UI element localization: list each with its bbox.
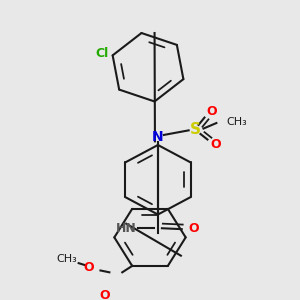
Text: Cl: Cl xyxy=(95,47,109,60)
Text: O: O xyxy=(188,222,199,235)
Text: S: S xyxy=(190,122,201,137)
Text: N: N xyxy=(152,130,164,144)
Text: O: O xyxy=(206,105,217,118)
Text: CH₃: CH₃ xyxy=(226,117,247,127)
Text: O: O xyxy=(99,289,110,300)
Text: O: O xyxy=(210,139,221,152)
Text: O: O xyxy=(83,261,94,274)
Text: CH₃: CH₃ xyxy=(56,254,77,264)
Text: HN: HN xyxy=(116,222,136,235)
